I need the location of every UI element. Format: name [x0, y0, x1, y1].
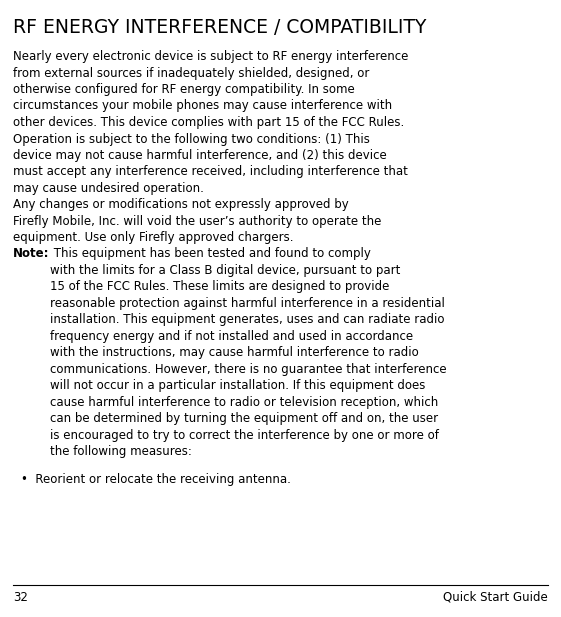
Text: Any changes or modifications not expressly approved by
Firefly Mobile, Inc. will: Any changes or modifications not express… [13, 199, 381, 244]
Text: Nearly every electronic device is subject to RF energy interference
from externa: Nearly every electronic device is subjec… [13, 50, 408, 195]
Text: Note:: Note: [13, 247, 49, 260]
Text: Quick Start Guide: Quick Start Guide [443, 591, 548, 604]
Text: •  Reorient or relocate the receiving antenna.: • Reorient or relocate the receiving ant… [21, 473, 291, 486]
Text: 32: 32 [13, 591, 28, 604]
Text: This equipment has been tested and found to comply
with the limits for a Class B: This equipment has been tested and found… [49, 247, 446, 458]
Text: RF ENERGY INTERFERENCE / COMPATIBILITY: RF ENERGY INTERFERENCE / COMPATIBILITY [13, 18, 426, 37]
